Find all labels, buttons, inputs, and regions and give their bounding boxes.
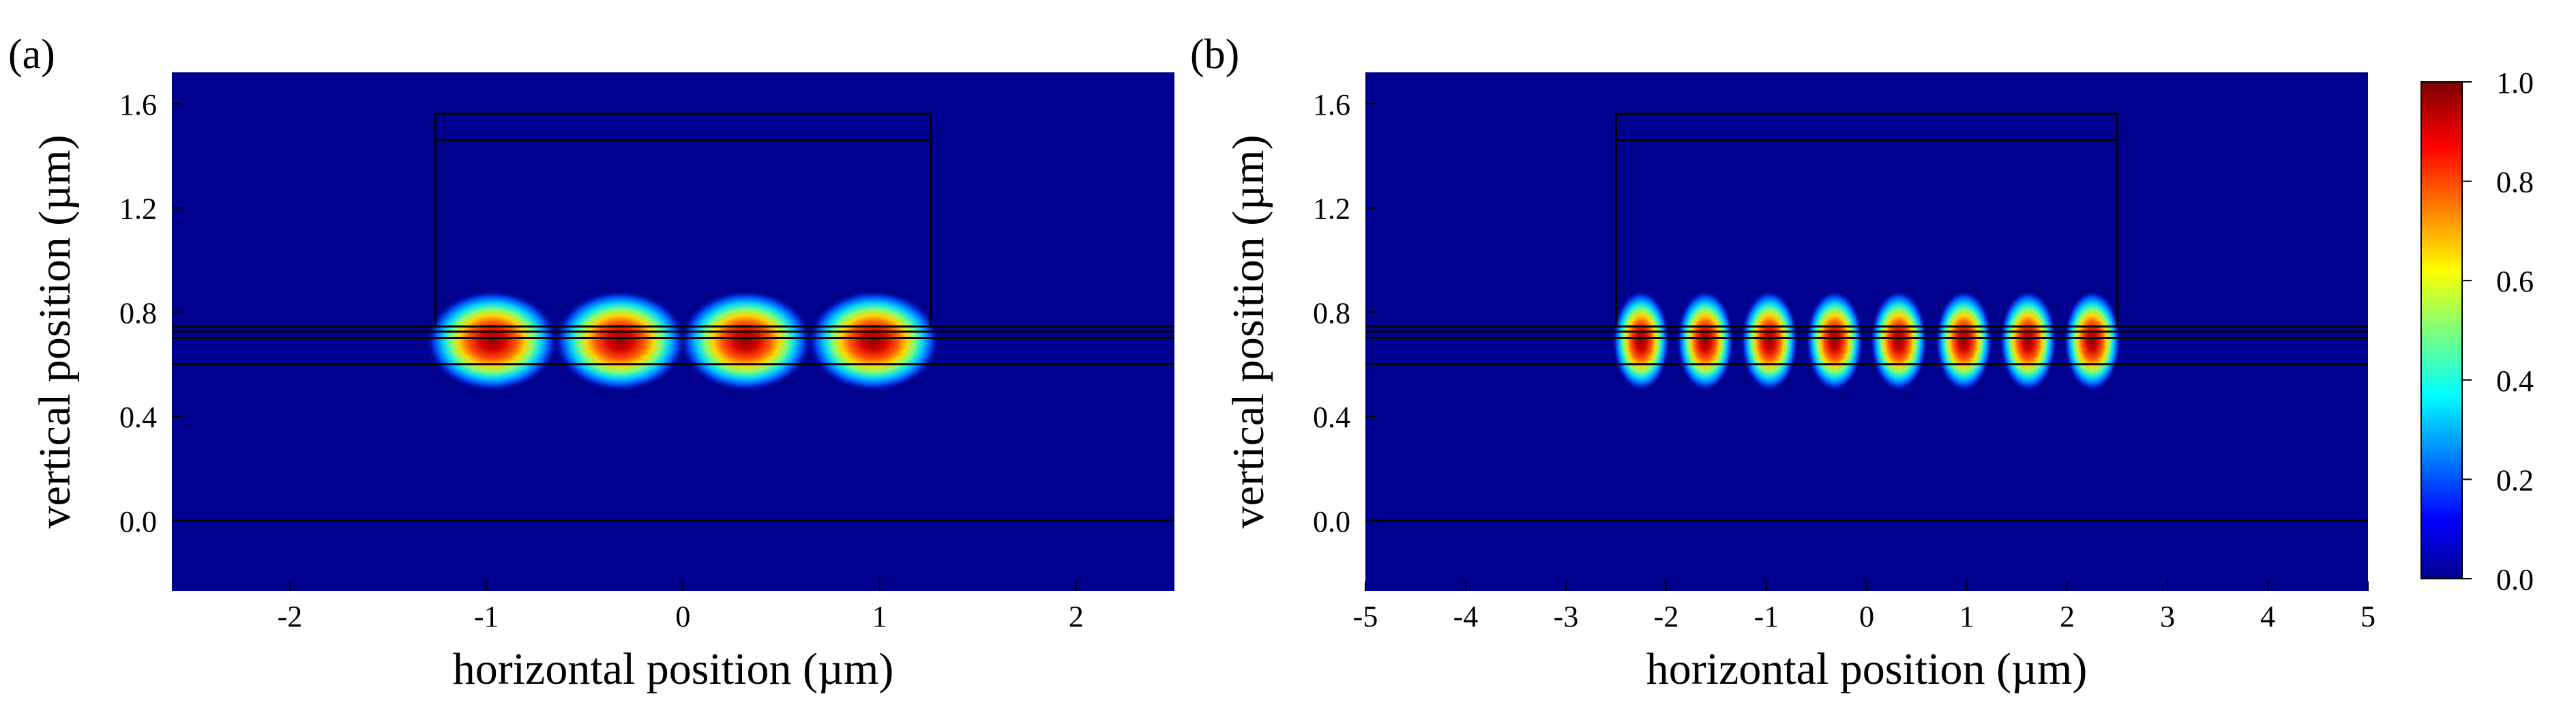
structure-lines <box>172 113 1174 522</box>
colorbar-tick-label: 1.0 <box>2496 66 2534 100</box>
x-tick-label: 1 <box>1959 600 1974 633</box>
colorbar-tick-label: 0.4 <box>2496 364 2534 398</box>
y-tick-label: 1.2 <box>119 192 157 226</box>
intensity-peak <box>807 289 941 392</box>
y-axis-label: vertical position (µm) <box>1224 135 1273 529</box>
x-tick-label: -2 <box>278 600 303 633</box>
intensity-peak <box>1676 289 1734 392</box>
y-tick-label: 0.0 <box>119 505 157 538</box>
x-tick-label: 4 <box>2260 600 2275 633</box>
x-tick-label: -5 <box>1353 600 1378 633</box>
colorbar-tick-label: 0.0 <box>2496 563 2534 596</box>
colorbar-tick-label: 0.6 <box>2496 265 2534 298</box>
intensity-peak <box>426 289 559 392</box>
y-tick-label: 1.6 <box>119 88 157 121</box>
colorbar: 0.0 0.2 0.4 0.6 0.8 1.0 <box>2420 66 2534 596</box>
x-axis-label: horizontal position (µm) <box>453 644 894 694</box>
panel-b: (b) 0.0 0.4 0.8 1.2 1.6 -5 -4 -3 -2 -1 0 1 2 3 4 5 hor… <box>1190 31 2375 694</box>
x-tick-label: -2 <box>1654 600 1679 633</box>
colorbar-ticks: 0.0 0.2 0.4 0.6 0.8 1.0 <box>2462 66 2534 596</box>
intensity-peak <box>1805 289 1864 392</box>
y-tick-label: 0.4 <box>1313 401 1350 434</box>
panel-label: (b) <box>1190 31 1239 78</box>
colorbar-tick-label: 0.2 <box>2496 463 2534 497</box>
intensity-peaks <box>426 289 941 392</box>
colorbar-tick-label: 0.8 <box>2496 166 2534 199</box>
x-tick-label: 1 <box>872 600 887 633</box>
intensity-peak <box>553 289 687 392</box>
x-tick-label: -4 <box>1453 600 1479 633</box>
y-tick-label: 0.0 <box>1313 505 1350 538</box>
intensity-peak <box>1741 289 1798 392</box>
x-tick-label: 5 <box>2360 600 2375 633</box>
intensity-peak <box>1999 289 2057 392</box>
y-tick-label: 1.6 <box>1313 88 1350 121</box>
structure-lines <box>1365 113 2368 522</box>
y-tick-label: 0.4 <box>119 401 157 434</box>
intensity-peak <box>1612 289 1670 392</box>
intensity-peak <box>1935 289 1993 392</box>
y-tick-label: 1.2 <box>1313 192 1350 226</box>
x-tick-label: -3 <box>1554 600 1579 633</box>
y-tick-label: 0.8 <box>119 296 157 330</box>
intensity-peak <box>1869 289 1928 392</box>
x-tick-label: 2 <box>1069 600 1084 633</box>
intensity-peaks <box>1612 289 2121 392</box>
x-ticks: -5 -4 -3 -2 -1 0 1 2 3 4 5 <box>1353 581 2375 633</box>
panel-label: (a) <box>8 31 55 78</box>
panel-a: (a) 0.0 0.4 0.8 1.2 1.6 -2 -1 0 1 2 horizontal p… <box>8 31 1174 694</box>
x-ticks: -2 -1 0 1 2 <box>278 581 1084 633</box>
y-ticks: 0.0 0.4 0.8 1.2 1.6 <box>1313 88 1375 538</box>
y-tick-label: 0.8 <box>1313 296 1350 330</box>
x-tick-label: -1 <box>474 600 499 633</box>
x-tick-label: 0 <box>675 600 690 633</box>
x-tick-label: 2 <box>2060 600 2075 633</box>
x-tick-label: -1 <box>1754 600 1779 633</box>
x-tick-label: 3 <box>2160 600 2175 633</box>
x-axis-label: horizontal position (µm) <box>1646 644 2088 694</box>
intensity-peak <box>2063 289 2121 392</box>
y-axis-label: vertical position (µm) <box>30 135 80 529</box>
colorbar-gradient <box>2420 81 2463 579</box>
y-ticks: 0.0 0.4 0.8 1.2 1.6 <box>119 88 181 538</box>
x-tick-label: 0 <box>1859 600 1874 633</box>
intensity-peak <box>679 289 813 392</box>
